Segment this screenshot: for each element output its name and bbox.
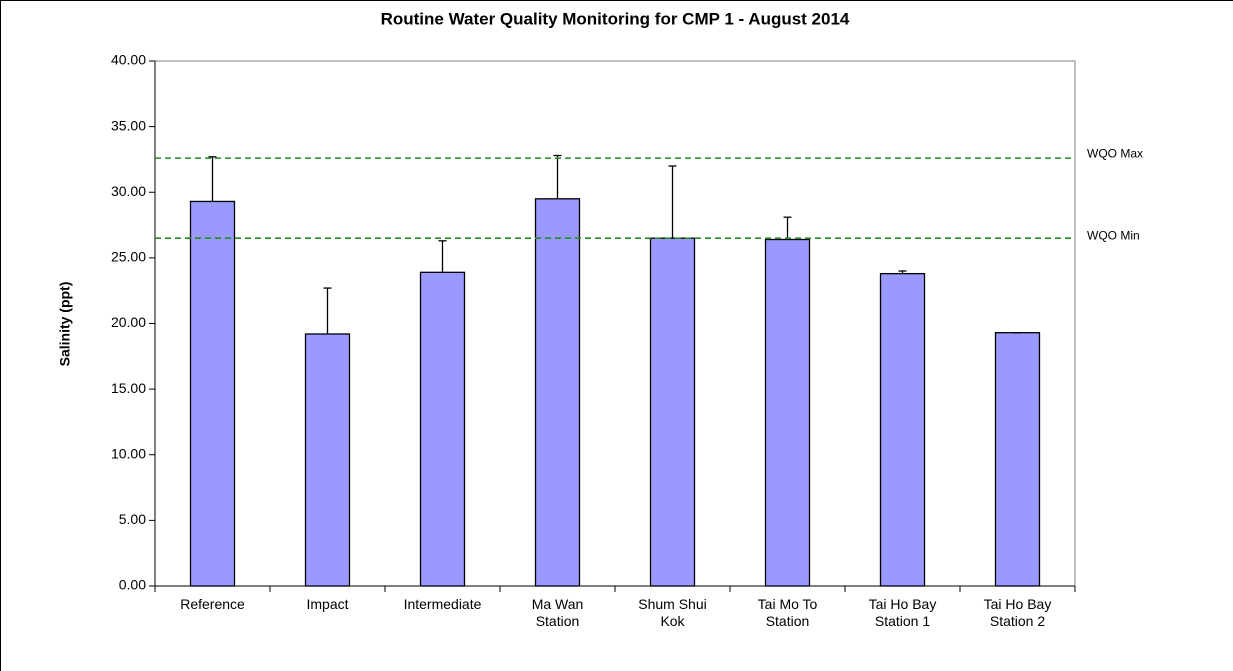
x-tick-label: Intermediate <box>403 596 482 612</box>
x-tick-label: Tai Ho Bay Station 1 <box>868 596 937 629</box>
x-tick-label: Shum Shui Kok <box>638 596 707 629</box>
error-bar <box>553 154 562 199</box>
y-tick-label: 30.00 <box>111 183 146 199</box>
x-tick-label: Tai Ho Bay Station 2 <box>983 596 1052 629</box>
x-tick-label: Reference <box>180 596 245 612</box>
y-tick-label: 5.00 <box>119 511 146 527</box>
error-bar <box>668 165 677 239</box>
bar <box>189 200 236 587</box>
bar <box>304 333 351 587</box>
x-tick-label: Impact <box>306 596 349 612</box>
bar <box>649 237 696 587</box>
error-bar <box>898 270 907 274</box>
y-tick-label: 20.00 <box>111 314 146 330</box>
reference-label: WQO Max <box>1087 146 1143 160</box>
error-bar <box>208 156 217 202</box>
bar <box>994 332 1041 587</box>
error-bar <box>323 287 332 334</box>
x-tick-label: Tai Mo To Station <box>757 596 818 629</box>
y-axis-label: Salinity (ppt) <box>57 282 73 367</box>
y-tick-label: 10.00 <box>111 445 146 461</box>
error-bar <box>783 216 792 240</box>
y-tick-label: 15.00 <box>111 380 146 396</box>
chart-title: Routine Water Quality Monitoring for CMP… <box>381 9 850 28</box>
x-tick-label: Ma Wan Station <box>531 596 584 629</box>
bar <box>879 272 926 587</box>
y-tick-label: 0.00 <box>119 577 146 593</box>
reference-label: WQO Min <box>1087 228 1140 242</box>
y-tick-label: 40.00 <box>111 52 146 68</box>
bar <box>764 238 811 587</box>
plot-area <box>154 60 1076 587</box>
y-tick-label: 35.00 <box>111 117 146 133</box>
bar <box>419 271 466 587</box>
bar <box>534 198 581 587</box>
y-tick-label: 25.00 <box>111 249 146 265</box>
error-bar <box>438 240 447 273</box>
